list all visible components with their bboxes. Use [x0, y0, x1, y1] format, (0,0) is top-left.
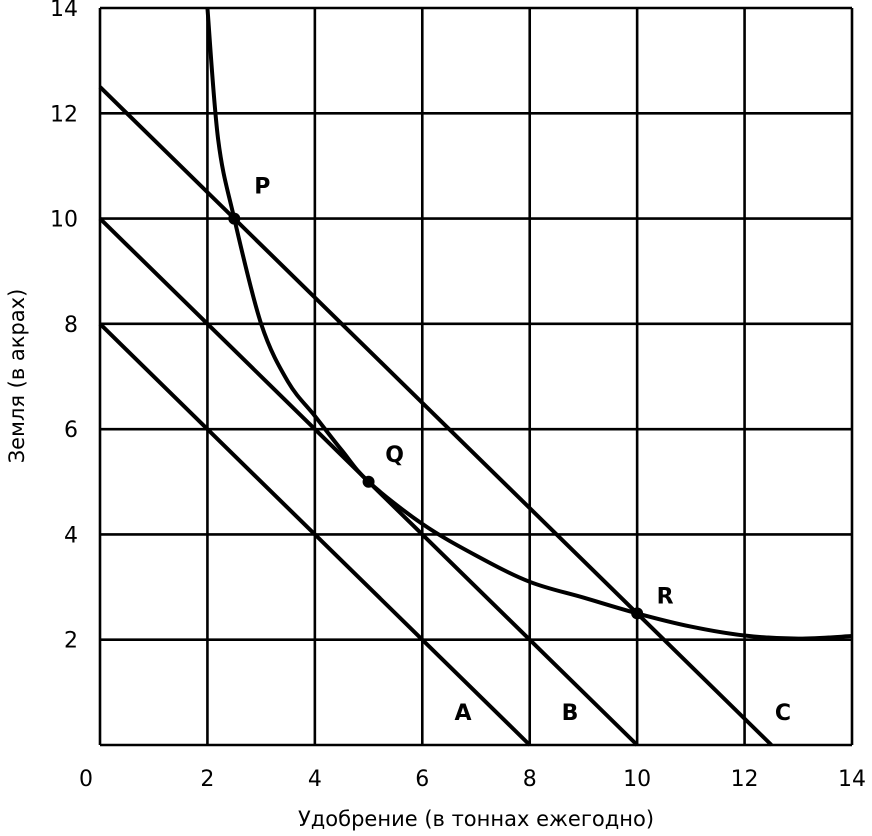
x-axis-title: Удобрение (в тоннах ежегодно) [298, 807, 654, 831]
x-tick-label: 6 [415, 767, 429, 792]
x-tick-label: 8 [523, 767, 537, 792]
budget-line-c [98, 85, 773, 747]
budget-line-a [98, 322, 532, 747]
y-tick-label: 10 [50, 208, 78, 233]
budget-lines: A B C [98, 85, 791, 747]
budget-label-c: C [775, 701, 791, 726]
y-axis-title: Земля (в акрах) [5, 289, 29, 464]
budget-label-a: A [454, 701, 471, 726]
point-q [362, 475, 375, 488]
y-tick-label: 6 [64, 418, 78, 443]
y-tick-labels: 2 4 6 8 10 12 14 [50, 0, 78, 654]
x-tick-label: 10 [623, 767, 651, 792]
x-tick-label: 14 [838, 767, 866, 792]
points-group: P Q R [228, 175, 674, 620]
isoquant-group [205, 7, 853, 641]
x-tick-labels: 0 2 4 6 8 10 12 14 [79, 767, 866, 792]
point-label-r: R [657, 584, 674, 609]
y-tick-label: 14 [50, 0, 78, 22]
y-tick-label: 12 [50, 102, 78, 127]
y-tick-label: 2 [64, 629, 78, 654]
point-label-q: Q [385, 443, 404, 468]
x-tick-label: 12 [731, 767, 759, 792]
y-tick-label: 8 [64, 313, 78, 338]
y-tick-label: 4 [64, 523, 78, 548]
x-tick-label: 2 [200, 767, 214, 792]
x-tick-label: 0 [79, 767, 93, 792]
budget-label-b: B [562, 701, 579, 726]
point-r [631, 607, 644, 620]
point-p [228, 212, 241, 225]
isoquant-curve [205, 7, 853, 641]
grid [98, 6, 854, 747]
point-label-p: P [254, 175, 270, 200]
x-tick-label: 4 [308, 767, 322, 792]
